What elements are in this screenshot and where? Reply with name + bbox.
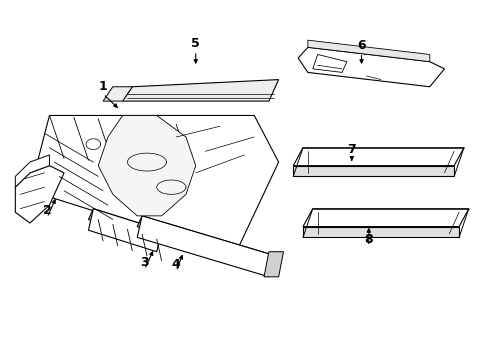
Polygon shape	[88, 209, 161, 252]
Text: 5: 5	[191, 37, 200, 50]
Polygon shape	[264, 252, 283, 277]
Polygon shape	[312, 54, 346, 72]
Text: 2: 2	[42, 204, 51, 217]
Polygon shape	[137, 216, 273, 266]
Polygon shape	[293, 166, 453, 176]
Polygon shape	[307, 40, 429, 62]
Polygon shape	[103, 87, 132, 101]
Text: 1: 1	[99, 80, 107, 93]
Polygon shape	[88, 209, 161, 241]
Polygon shape	[30, 116, 278, 255]
Text: 3: 3	[140, 256, 148, 269]
Polygon shape	[15, 166, 64, 223]
Polygon shape	[298, 47, 444, 87]
Polygon shape	[293, 148, 463, 166]
Polygon shape	[98, 116, 195, 216]
Polygon shape	[122, 80, 278, 101]
Polygon shape	[303, 226, 458, 237]
Polygon shape	[137, 216, 273, 277]
Text: 7: 7	[346, 143, 355, 156]
Polygon shape	[303, 209, 468, 226]
Text: 6: 6	[356, 39, 365, 52]
Polygon shape	[15, 155, 49, 187]
Text: 4: 4	[171, 258, 180, 271]
Text: 8: 8	[364, 233, 372, 246]
